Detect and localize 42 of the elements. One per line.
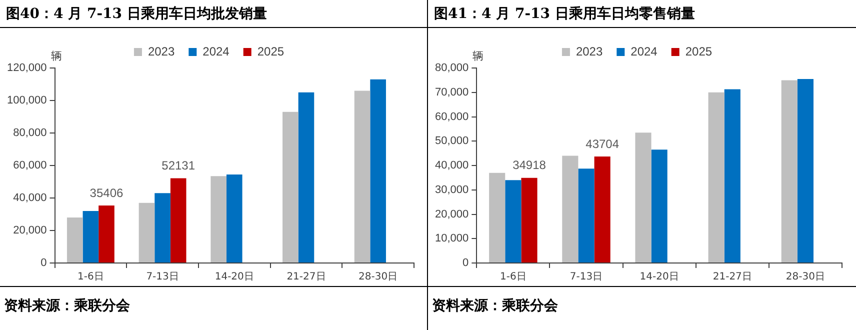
y-tick-label: 60,000 <box>434 110 469 123</box>
y-axis-title: 辆 <box>50 49 62 62</box>
y-tick-label: 120,000 <box>6 62 47 74</box>
y-tick-label: 0 <box>462 257 469 270</box>
x-tick-label: 7-13日 <box>146 272 179 283</box>
y-tick-label: 20,000 <box>13 224 47 237</box>
x-tick-label: 14-20日 <box>214 272 254 283</box>
data-label: 52131 <box>162 158 196 173</box>
legend-label: 2023 <box>576 44 603 58</box>
y-tick-label: 10,000 <box>434 232 469 245</box>
x-tick-label: 7-13日 <box>570 272 603 283</box>
x-tick-label: 28-30日 <box>358 272 398 283</box>
chart-title: 图40：4 月 7-13 日乘用车日均批发销量 <box>0 0 427 28</box>
legend-label: 2024 <box>202 44 230 58</box>
y-tick-label: 100,000 <box>6 94 47 107</box>
y-tick-label: 50,000 <box>434 135 469 148</box>
text: 资料来源：乘联分会 <box>4 297 131 315</box>
x-tick-label: 1-6日 <box>500 272 526 283</box>
y-tick-label: 80,000 <box>434 62 469 74</box>
x-tick-label: 21-27日 <box>712 272 752 283</box>
y-axis-title: 辆 <box>472 49 484 62</box>
y-tick-label: 0 <box>40 257 47 270</box>
x-tick-label: 21-27日 <box>286 272 326 283</box>
y-tick-label: 30,000 <box>434 184 469 196</box>
data-label: 35406 <box>90 186 124 200</box>
chart-title: 图41：4 月 7-13 日乘用车日均零售销量 <box>428 0 856 28</box>
legend-label: 2023 <box>148 44 175 58</box>
legend-label: 2025 <box>257 44 284 58</box>
y-tick-label: 60,000 <box>13 160 47 172</box>
legend-label: 2024 <box>630 44 658 58</box>
y-tick-label: 40,000 <box>434 160 469 172</box>
y-tick-label: 80,000 <box>13 127 47 140</box>
data-label: 43704 <box>586 136 620 151</box>
x-tick-label: 14-20日 <box>640 272 679 283</box>
x-tick-label: 1-6日 <box>78 272 104 283</box>
legend-label: 2025 <box>685 44 712 58</box>
y-tick-label: 70,000 <box>434 86 469 98</box>
data-label: 34918 <box>512 158 546 172</box>
text: 资料来源：乘联分会 <box>432 297 559 315</box>
y-tick-label: 20,000 <box>434 208 469 220</box>
x-tick-label: 28-30日 <box>786 272 825 283</box>
y-tick-label: 40,000 <box>13 192 47 204</box>
